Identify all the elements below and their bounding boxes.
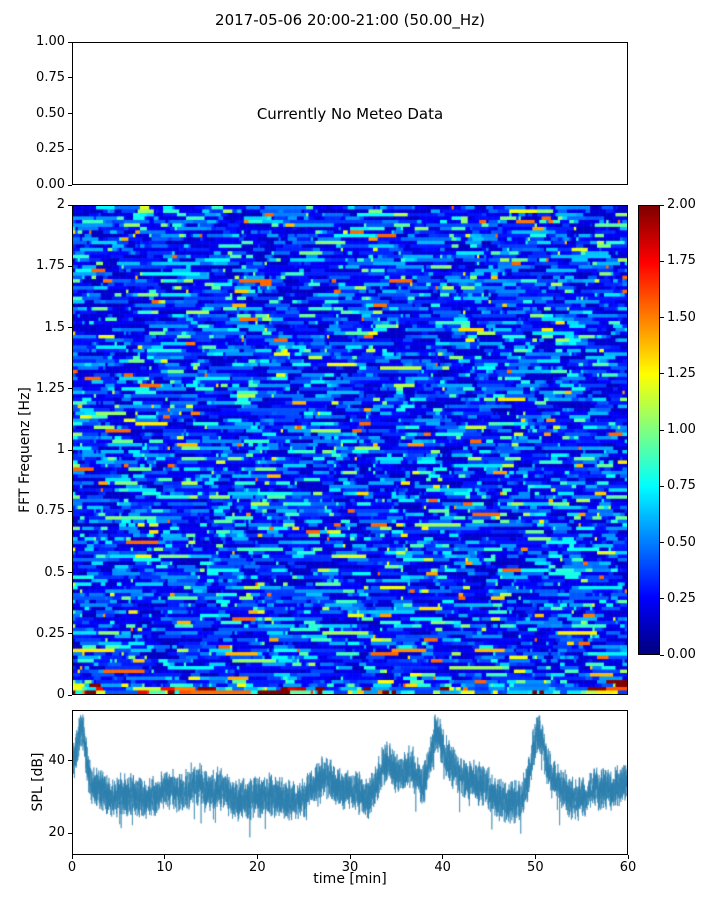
y-tick-label: 0.75 — [36, 69, 65, 85]
y-tick-mark — [68, 148, 72, 150]
x-tick-mark — [442, 855, 444, 859]
x-tick-label: 10 — [156, 860, 173, 875]
y-tick-mark — [68, 204, 72, 206]
y-tick-label: 1 — [56, 442, 65, 457]
x-tick-mark — [71, 855, 73, 859]
x-tick-label: 40 — [434, 860, 451, 875]
figure-title: 2017-05-06 20:00-21:00 (50.00_Hz) — [215, 11, 485, 29]
y-tick-mark — [68, 572, 72, 573]
x-tick-mark — [349, 855, 351, 859]
colorbar-tick-mark — [660, 485, 664, 487]
y-tick-mark — [68, 388, 72, 390]
y-tick-label: 0.75 — [36, 503, 65, 519]
colorbar-tick-label: 0.50 — [667, 534, 696, 550]
x-tick-mark — [534, 855, 536, 859]
colorbar-tick-mark — [660, 598, 664, 600]
spl-xlabel: time [min] — [313, 871, 387, 887]
y-tick-mark — [68, 449, 72, 451]
colorbar-tick-label: 1.75 — [667, 253, 696, 269]
y-tick-label: 0.25 — [36, 625, 65, 641]
y-tick-label: 1.25 — [36, 380, 65, 396]
y-tick-mark — [68, 510, 72, 512]
colorbar-tick-mark — [660, 204, 664, 206]
colorbar-tick-label: 0.25 — [667, 590, 696, 606]
x-tick-label: 60 — [619, 860, 637, 875]
y-tick-label: 40 — [48, 752, 65, 768]
y-tick-label: 1.00 — [36, 34, 65, 49]
colorbar-tick-label: 0.75 — [667, 478, 696, 494]
colorbar-tick-label: 2.00 — [667, 197, 696, 212]
colorbar-tick-mark — [660, 429, 664, 431]
colorbar-tick-label: 1.00 — [667, 422, 696, 437]
y-tick-label: 2 — [56, 197, 65, 212]
y-tick-label: 1.5 — [44, 319, 65, 335]
y-tick-label: 0.00 — [36, 177, 65, 192]
spectrogram-panel — [72, 205, 628, 695]
y-tick-label: 0 — [56, 687, 65, 702]
colorbar-tick-label: 1.25 — [667, 365, 696, 381]
x-tick-label: 50 — [527, 860, 544, 875]
x-tick-label: 20 — [249, 860, 266, 875]
x-tick-label: 0 — [67, 860, 77, 875]
spl-canvas — [73, 711, 627, 854]
colorbar-tick-mark — [660, 317, 664, 318]
colorbar-tick-mark — [660, 542, 664, 543]
y-tick-mark — [68, 184, 72, 186]
y-tick-mark — [68, 77, 72, 79]
spectrogram-canvas — [73, 206, 627, 694]
meteo-panel: Currently No Meteo Data — [72, 42, 628, 185]
x-tick-mark — [256, 855, 258, 859]
colorbar-panel — [638, 205, 660, 655]
x-tick-label: 30 — [341, 860, 359, 875]
x-tick-mark — [164, 855, 166, 859]
colorbar-tick-label: 0.00 — [667, 647, 696, 662]
y-tick-mark — [68, 41, 72, 43]
meteo-message: Currently No Meteo Data — [256, 104, 444, 123]
colorbar-canvas — [639, 206, 659, 654]
x-tick-mark — [627, 855, 629, 859]
y-tick-mark — [68, 327, 72, 328]
spl-panel — [72, 710, 628, 855]
y-tick-label: 0.50 — [36, 105, 65, 121]
y-tick-label: 0.5 — [44, 564, 65, 580]
y-tick-label: 0.25 — [36, 141, 65, 157]
colorbar-tick-mark — [660, 260, 664, 262]
y-tick-label: 20 — [48, 825, 65, 841]
y-tick-mark — [68, 265, 72, 267]
y-tick-label: 1.75 — [36, 258, 65, 274]
y-tick-mark — [68, 760, 72, 762]
y-tick-mark — [68, 832, 72, 834]
colorbar-tick-label: 1.50 — [667, 309, 696, 325]
y-tick-mark — [68, 113, 72, 114]
y-tick-mark — [68, 633, 72, 635]
colorbar-tick-mark — [660, 654, 664, 656]
colorbar-tick-mark — [660, 373, 664, 375]
y-tick-mark — [68, 694, 72, 696]
